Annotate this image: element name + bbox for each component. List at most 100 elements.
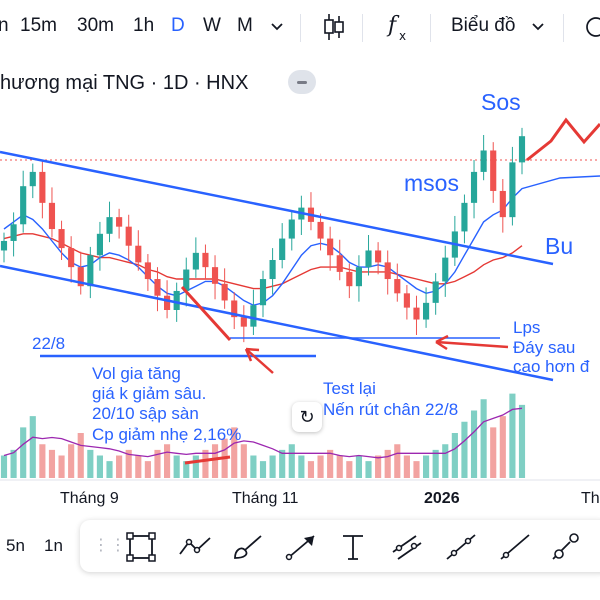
volume-bar xyxy=(78,433,84,478)
candle xyxy=(39,160,45,218)
candle xyxy=(375,242,381,274)
candle-body xyxy=(289,220,295,239)
candle-body xyxy=(212,267,218,284)
trend-line-tool-icon[interactable] xyxy=(444,532,478,562)
candle xyxy=(145,254,151,291)
volume-bar xyxy=(212,444,218,478)
date-2208-label[interactable]: 22/8 xyxy=(32,334,65,353)
bu-label[interactable]: Bu xyxy=(545,237,573,256)
parallel-channel-tool-icon[interactable] xyxy=(390,532,424,562)
candle xyxy=(490,142,496,203)
candle xyxy=(97,222,103,271)
candle xyxy=(30,164,36,199)
volume-bar xyxy=(337,456,343,479)
candle-body xyxy=(106,217,112,234)
volume-bar xyxy=(346,461,352,478)
candle xyxy=(461,195,467,244)
ray-tool-icon[interactable] xyxy=(498,532,532,562)
candle xyxy=(452,216,458,266)
brush-tool-icon[interactable] xyxy=(231,532,265,562)
rectangle-tool-icon[interactable] xyxy=(125,532,157,562)
candle xyxy=(317,214,323,251)
candle-body xyxy=(58,229,64,248)
channel-lower-line[interactable] xyxy=(0,266,553,380)
candle-body xyxy=(154,279,160,296)
channel-upper-line[interactable] xyxy=(0,152,553,264)
candle-body xyxy=(385,262,391,279)
candle-body xyxy=(375,250,381,262)
volume-bar xyxy=(20,427,26,478)
volume-bar xyxy=(135,456,141,479)
candle xyxy=(365,235,371,275)
candle xyxy=(202,245,208,280)
candle-body xyxy=(461,203,467,232)
candle xyxy=(126,215,132,261)
candle-body xyxy=(87,255,93,286)
text-tool-icon[interactable] xyxy=(338,532,368,562)
candle xyxy=(327,227,333,271)
lps-line-2[interactable]: Đáy sau xyxy=(513,338,575,357)
volume-bar xyxy=(317,456,323,479)
reset-chart-button[interactable]: ↻ xyxy=(292,402,322,432)
msos-label[interactable]: msos xyxy=(404,174,459,193)
candle-body xyxy=(471,172,477,203)
price-chart[interactable] xyxy=(0,0,600,520)
vol-note-2[interactable]: giá k giảm sâu. xyxy=(92,384,206,403)
drawing-toolbar xyxy=(80,520,600,572)
candle-body xyxy=(49,203,55,229)
x-axis-label: Tháng 9 xyxy=(60,490,119,508)
candle xyxy=(49,187,55,237)
vol-note-1[interactable]: Vol gia tăng xyxy=(92,364,181,383)
candle-body xyxy=(356,267,362,286)
candle xyxy=(308,192,314,230)
candle-body xyxy=(145,262,151,279)
candle-body xyxy=(481,150,487,171)
candle-body xyxy=(279,239,285,260)
candle-body xyxy=(442,258,448,282)
candle-body xyxy=(250,305,256,326)
lps-arrow[interactable] xyxy=(436,342,508,347)
range-5n[interactable]: 5n xyxy=(6,536,25,556)
test-note-2[interactable]: Nến rút chân 22/8 xyxy=(323,400,458,419)
candle xyxy=(356,255,362,301)
candle-body xyxy=(413,308,419,320)
path-tool-icon[interactable] xyxy=(177,532,213,562)
volume-bar xyxy=(385,450,391,478)
candle-body xyxy=(164,296,170,310)
candle-body xyxy=(337,255,343,272)
vol-note-3[interactable]: 20/10 sập sàn xyxy=(92,404,199,423)
candle xyxy=(193,237,199,277)
lps-line-3[interactable]: cao hơn đ xyxy=(513,357,589,376)
candle xyxy=(116,209,122,239)
sos-label[interactable]: Sos xyxy=(481,93,521,112)
candle-body xyxy=(394,279,400,293)
volume-bar xyxy=(49,450,55,478)
candle-body xyxy=(39,172,45,203)
candle-body xyxy=(433,281,439,302)
candle-body xyxy=(509,162,515,217)
volume-bar xyxy=(298,456,304,479)
candle-body xyxy=(174,291,180,310)
range-1n[interactable]: 1n xyxy=(44,536,63,556)
volume-bar xyxy=(461,422,467,478)
test-note-1[interactable]: Test lại xyxy=(323,379,376,398)
volume-bar xyxy=(423,456,429,479)
arrow-tool-icon[interactable] xyxy=(284,532,318,562)
candle xyxy=(1,233,7,263)
candle xyxy=(154,267,160,311)
candle xyxy=(289,211,295,250)
long-position-tool-icon[interactable] xyxy=(550,532,584,562)
candle xyxy=(481,135,487,180)
candle-body xyxy=(365,250,371,267)
projection-zigzag[interactable] xyxy=(527,120,600,160)
vol-note-4[interactable]: Cp giảm nhẹ 2,16% xyxy=(92,425,241,444)
volume-bar xyxy=(260,461,266,478)
candle xyxy=(413,296,419,335)
candle-body xyxy=(500,191,506,217)
lps-line-1[interactable]: Lps xyxy=(513,318,540,337)
volume-bar xyxy=(58,456,64,479)
volume-bar xyxy=(289,444,295,478)
candle-body xyxy=(404,293,410,307)
drag-handle-icon[interactable]: ⋮⋮ xyxy=(93,535,127,555)
volume-bar xyxy=(471,411,477,479)
